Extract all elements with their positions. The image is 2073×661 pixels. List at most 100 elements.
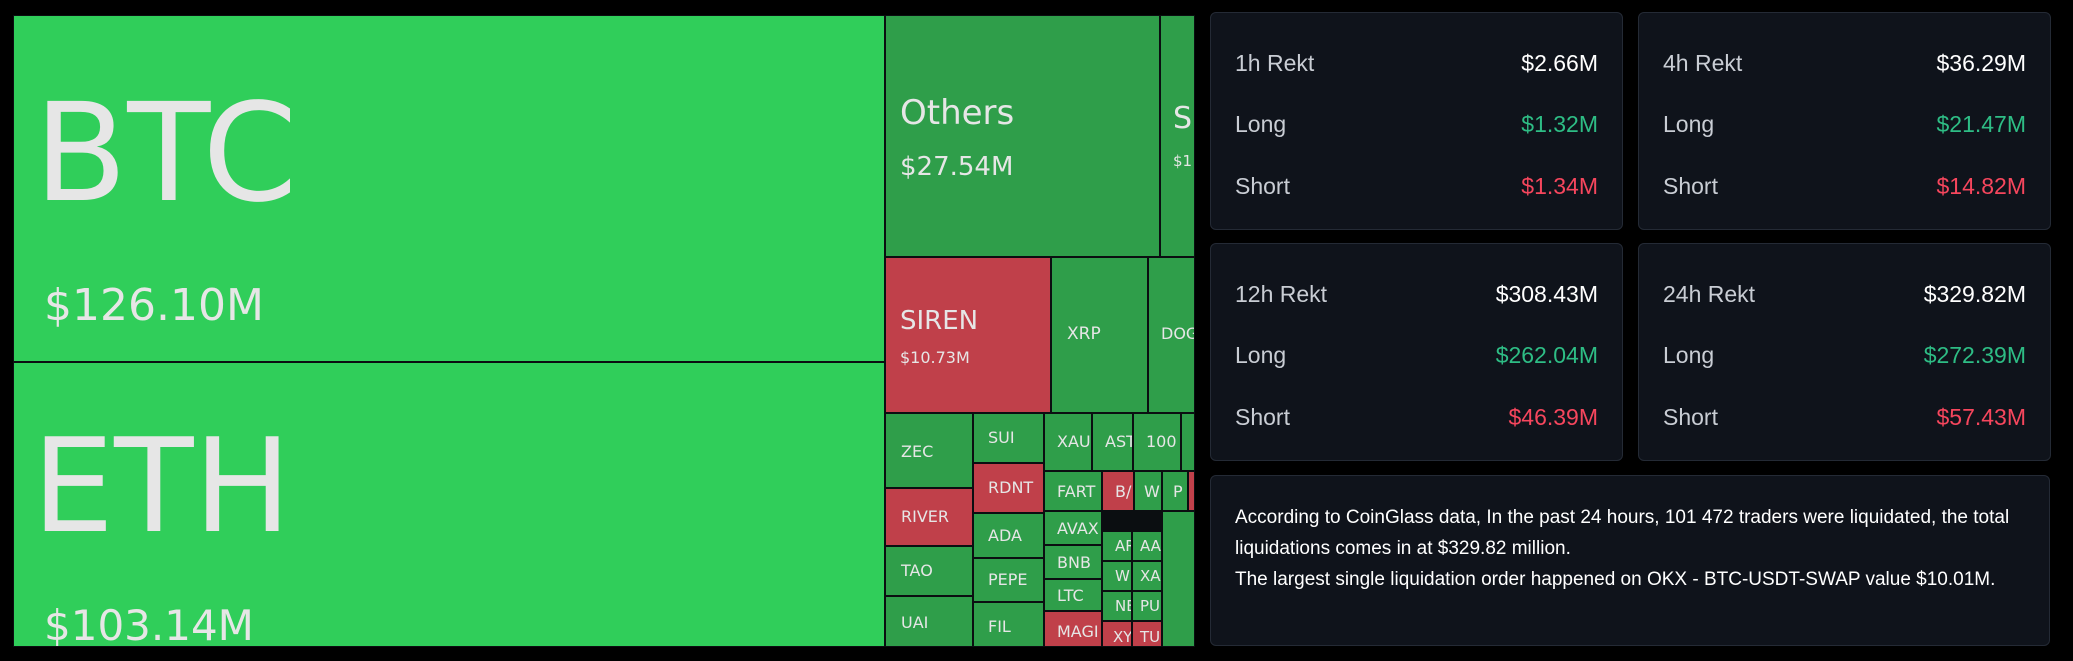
tile-ltc[interactable]: LTC: [1044, 579, 1102, 611]
tile-symbol: LTC: [1057, 586, 1084, 605]
tile-symbol: ETH: [32, 410, 292, 562]
tile-value: $27.54M: [900, 152, 1014, 182]
long-row: Long $1.32M: [1235, 109, 1598, 139]
tile-river[interactable]: RIVER: [885, 488, 973, 546]
tile-symbol: AVAX: [1057, 519, 1099, 538]
card-header: 12h Rekt $308.43M: [1235, 279, 1598, 309]
tile-pu[interactable]: PU: [1132, 591, 1162, 621]
short-label: Short: [1663, 172, 1718, 199]
short-label: Short: [1235, 172, 1290, 199]
tile-symbol: BTC: [34, 75, 298, 233]
tile-value: $10.73M: [900, 348, 970, 367]
tile-ba[interactable]: B/: [1102, 471, 1134, 511]
short-value: $1.34M: [1521, 172, 1598, 199]
short-row: Short $57.43M: [1663, 402, 2026, 432]
tile-symbol: ADA: [988, 526, 1022, 545]
long-value: $262.04M: [1495, 341, 1598, 368]
rekt-card-1h: 1h Rekt $2.66M Long $1.32M Short $1.34M: [1210, 12, 1623, 230]
long-row: Long $262.04M: [1235, 340, 1598, 370]
long-row: Long $21.47M: [1663, 109, 2026, 139]
tile-btc[interactable]: BTC $126.10M: [13, 15, 885, 362]
card-title: 1h Rekt: [1235, 49, 1315, 76]
tile-uai[interactable]: UAI: [885, 596, 973, 647]
tile-symbol: DOG: [1161, 324, 1195, 343]
tile-symbol: Others: [900, 93, 1015, 133]
short-label: Short: [1663, 403, 1718, 430]
tile-wl[interactable]: WL: [1102, 561, 1132, 591]
tile-symbol: TAO: [901, 561, 933, 580]
summary-line-1: According to CoinGlass data, In the past…: [1235, 507, 2010, 559]
tile-symbol: BNB: [1057, 553, 1091, 572]
short-row: Short $46.39M: [1235, 402, 1598, 432]
tile-ari[interactable]: ARI: [1102, 531, 1132, 561]
tile-symbol: PEPE: [988, 570, 1028, 589]
tile-symbol: ARI: [1115, 537, 1131, 555]
tile-small[interactable]: [1181, 413, 1195, 471]
tile-zec[interactable]: ZEC: [885, 413, 973, 488]
card-total: $329.82M: [1923, 280, 2026, 307]
tile-ada[interactable]: ADA: [973, 513, 1044, 558]
tile-symbol: TU: [1140, 628, 1161, 646]
tile-magi[interactable]: MAGI: [1044, 611, 1102, 647]
tile-bnb[interactable]: BNB: [1044, 545, 1102, 579]
tile-symbol: AA: [1140, 537, 1161, 555]
card-header: 4h Rekt $36.29M: [1663, 48, 2026, 78]
short-value: $14.82M: [1936, 172, 2026, 199]
rekt-card-4h: 4h Rekt $36.29M Long $21.47M Short $14.8…: [1638, 12, 2051, 230]
tile-symbol: SUI: [988, 428, 1015, 447]
tile-ne[interactable]: NE: [1102, 591, 1132, 621]
tile-symbol: 100: [1146, 432, 1177, 451]
long-value: $21.47M: [1936, 110, 2026, 137]
tile-xau[interactable]: XAU: [1044, 413, 1092, 471]
long-value: $272.39M: [1923, 341, 2026, 368]
tile-symbol: S: [1173, 101, 1193, 136]
tile-symbol: XA: [1140, 567, 1161, 585]
long-label: Long: [1235, 110, 1287, 137]
tile-symbol: FART: [1057, 482, 1096, 501]
tile-symbol: RIVER: [901, 507, 950, 526]
tile-s[interactable]: S $1: [1160, 15, 1195, 257]
tile-eth[interactable]: ETH $103.14M: [13, 362, 885, 647]
tile-tao[interactable]: TAO: [885, 546, 973, 596]
card-title: 12h Rekt: [1235, 280, 1328, 307]
tile-rdnt[interactable]: RDNT: [973, 463, 1044, 513]
tile-small[interactable]: [1162, 511, 1195, 647]
tile-xa[interactable]: XA: [1132, 561, 1162, 591]
tile-symbol: XYZ: [1113, 628, 1132, 646]
tile-symbol: NE: [1115, 597, 1131, 615]
short-label: Short: [1235, 403, 1290, 430]
long-label: Long: [1663, 110, 1715, 137]
short-row: Short $1.34M: [1235, 171, 1598, 201]
tile-p[interactable]: P: [1162, 471, 1188, 511]
tile-symbol: WL: [1115, 567, 1131, 585]
tile-symbol: FIL: [988, 617, 1011, 636]
card-header: 24h Rekt $329.82M: [1663, 279, 2026, 309]
tile-symbol: B/: [1115, 482, 1132, 501]
tile-xrp[interactable]: XRP: [1051, 257, 1148, 413]
tile-100[interactable]: 100: [1133, 413, 1181, 471]
tile-aa[interactable]: AA: [1132, 531, 1162, 561]
card-header: 1h Rekt $2.66M: [1235, 48, 1598, 78]
liquidation-heatmap: BTC $126.10M ETH $103.14M Others $27.54M…: [13, 15, 1195, 647]
tile-avax[interactable]: AVAX: [1044, 511, 1102, 545]
card-total: $2.66M: [1521, 49, 1598, 76]
tile-ast[interactable]: AST: [1092, 413, 1133, 471]
short-value: $57.43M: [1936, 403, 2026, 430]
tile-tu[interactable]: TU: [1132, 621, 1162, 647]
tile-xyz[interactable]: XYZ: [1102, 621, 1132, 647]
tile-pepe[interactable]: PEPE: [973, 558, 1044, 602]
tile-w[interactable]: W: [1134, 471, 1162, 511]
tile-others[interactable]: Others $27.54M: [885, 15, 1160, 257]
tile-siren[interactable]: SIREN $10.73M: [885, 257, 1051, 413]
tile-symbol: RDNT: [988, 478, 1034, 497]
tile-symbol: XRP: [1067, 324, 1101, 344]
tile-dog[interactable]: DOG: [1148, 257, 1195, 413]
tile-fil[interactable]: FIL: [973, 602, 1044, 647]
tile-tiny-red[interactable]: [1188, 471, 1195, 511]
tile-value: $1: [1173, 152, 1193, 170]
tile-fart[interactable]: FART: [1044, 471, 1102, 511]
tile-sui[interactable]: SUI: [973, 413, 1044, 463]
liquidation-summary: According to CoinGlass data, In the past…: [1210, 475, 2050, 646]
short-row: Short $14.82M: [1663, 171, 2026, 201]
card-total: $308.43M: [1495, 280, 1598, 307]
